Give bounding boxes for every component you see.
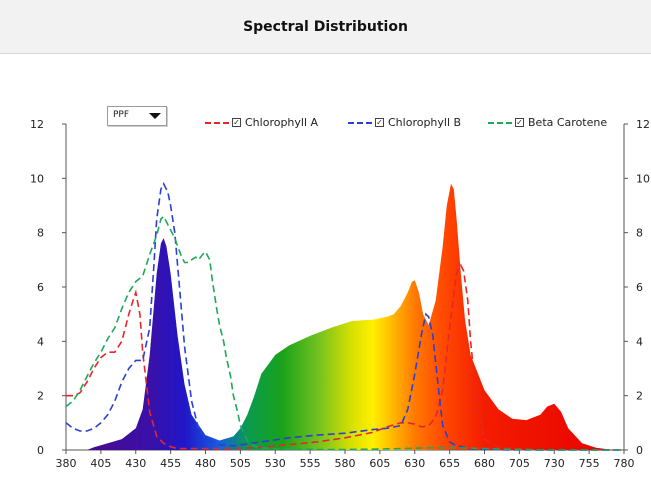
title-bar: Spectral Distribution bbox=[0, 0, 651, 54]
x-tick-label: 405 bbox=[90, 457, 111, 470]
x-tick-label: 730 bbox=[544, 457, 565, 470]
x-tick-label: 655 bbox=[439, 457, 460, 470]
y-tick-label-right: 6 bbox=[636, 281, 643, 294]
dashed-line-icon bbox=[348, 121, 372, 124]
x-tick-label: 780 bbox=[614, 457, 635, 470]
x-tick-label: 555 bbox=[300, 457, 321, 470]
y-tick-label-left: 6 bbox=[37, 281, 44, 294]
x-tick-label: 380 bbox=[56, 457, 77, 470]
dashed-line-icon bbox=[205, 121, 229, 124]
y-tick-label-right: 0 bbox=[636, 444, 643, 457]
y-tick-label-left: 0 bbox=[37, 444, 44, 457]
dashed-line-icon bbox=[488, 121, 512, 124]
y-tick-label-left: 12 bbox=[30, 118, 44, 131]
checkbox-icon[interactable]: ✓ bbox=[515, 118, 524, 127]
checkbox-icon[interactable]: ✓ bbox=[375, 118, 384, 127]
x-tick-label: 755 bbox=[579, 457, 600, 470]
series-layer bbox=[65, 182, 624, 451]
y-tick-label-right: 8 bbox=[636, 227, 643, 240]
y-tick-label-right: 2 bbox=[636, 390, 643, 403]
legend-label: Chlorophyll B bbox=[388, 116, 462, 129]
y-tick-label-left: 10 bbox=[30, 172, 44, 185]
spectrum-area bbox=[86, 183, 618, 451]
series-line-chlorophyll-b bbox=[65, 182, 624, 451]
chevron-down-icon[interactable] bbox=[149, 113, 161, 119]
series-line-chlorophyll-a bbox=[66, 263, 624, 451]
legend-item-chlorophyll-a[interactable]: ✓ Chlorophyll A bbox=[205, 116, 318, 129]
x-tick-label: 530 bbox=[265, 457, 286, 470]
x-tick-label: 605 bbox=[369, 457, 390, 470]
y-tick-label-right: 4 bbox=[636, 335, 643, 348]
x-tick-label: 580 bbox=[335, 457, 356, 470]
dropdown-value: PPF bbox=[113, 110, 130, 120]
tick-label-layer: 380 405 430 455 480 505 530 555 580 605 630 655 680 7… bbox=[30, 118, 650, 470]
x-tick-label: 705 bbox=[509, 457, 530, 470]
y-tick-label-left: 4 bbox=[37, 335, 44, 348]
legend-label: Beta Carotene bbox=[528, 116, 608, 129]
legend-item-chlorophyll-b[interactable]: ✓ Chlorophyll B bbox=[348, 116, 461, 129]
y-tick-label-left: 2 bbox=[37, 390, 44, 403]
metric-dropdown[interactable]: PPF bbox=[107, 106, 167, 126]
legend-item-beta-carotene[interactable]: ✓ Beta Carotene bbox=[488, 116, 607, 129]
y-tick-label-left: 8 bbox=[37, 227, 44, 240]
x-tick-label: 455 bbox=[160, 457, 181, 470]
chart-title: Spectral Distribution bbox=[243, 18, 408, 35]
checkbox-icon[interactable]: ✓ bbox=[232, 118, 241, 127]
series-line-beta-carotene bbox=[65, 215, 624, 451]
spectrum-area-layer bbox=[86, 183, 618, 451]
x-tick-label: 630 bbox=[404, 457, 425, 470]
y-tick-label-right: 10 bbox=[636, 172, 650, 185]
legend-label: Chlorophyll A bbox=[245, 116, 319, 129]
x-tick-label: 680 bbox=[474, 457, 495, 470]
x-tick-label: 430 bbox=[125, 457, 146, 470]
x-tick-label: 505 bbox=[230, 457, 251, 470]
x-tick-label: 480 bbox=[195, 457, 216, 470]
y-tick-label-right: 12 bbox=[636, 118, 650, 131]
